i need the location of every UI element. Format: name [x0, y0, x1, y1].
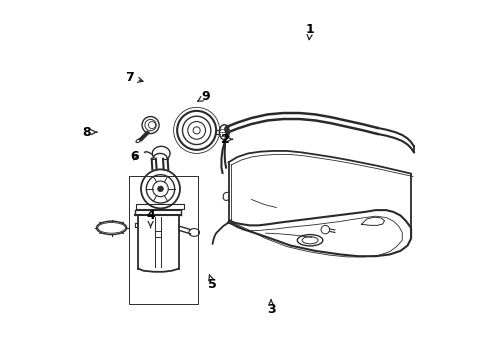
Text: 9: 9 [197, 90, 209, 103]
Text: 7: 7 [124, 71, 142, 84]
Text: 6: 6 [130, 150, 139, 163]
Text: 3: 3 [266, 300, 275, 316]
Circle shape [157, 186, 163, 192]
Text: 4: 4 [146, 209, 155, 228]
Text: 1: 1 [305, 23, 314, 40]
Text: 5: 5 [208, 275, 217, 291]
Text: 2: 2 [220, 133, 232, 146]
Text: 8: 8 [82, 126, 97, 139]
